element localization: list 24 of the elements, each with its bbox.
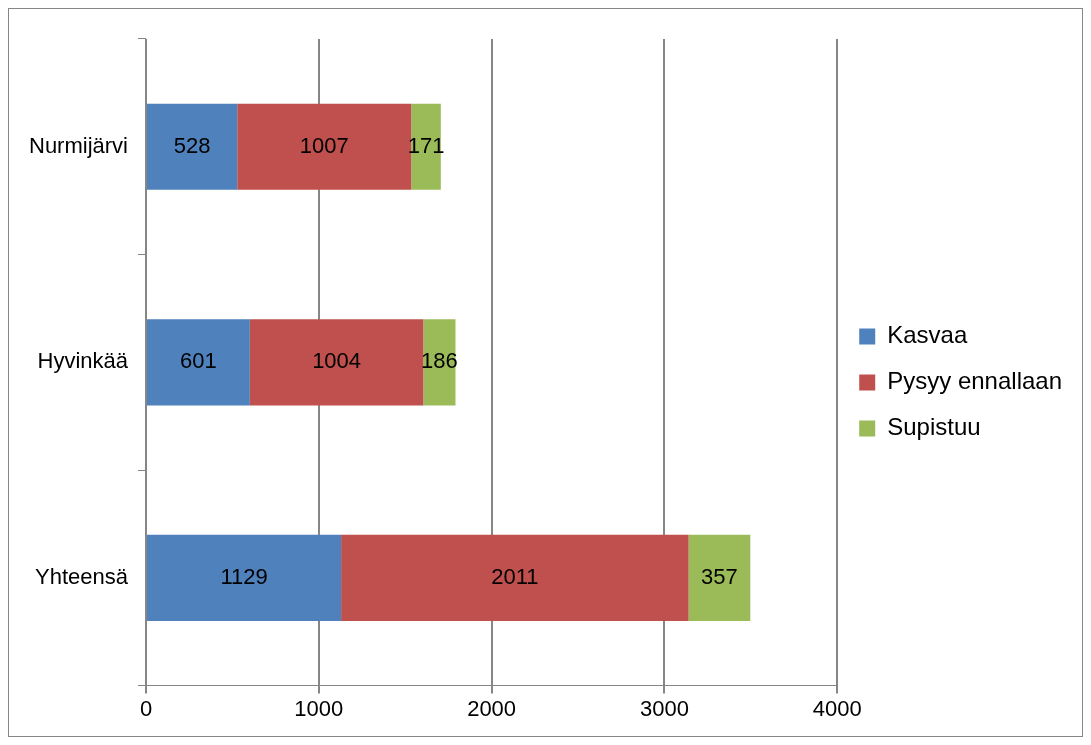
y-tick-label: Nurmijärvi — [29, 132, 128, 158]
data-label: 528 — [173, 132, 211, 158]
bar — [147, 103, 238, 190]
bar — [147, 534, 342, 621]
x-tick-label: 4000 — [812, 695, 862, 721]
legend-label: Kasvaa — [887, 321, 968, 349]
data-label: 1004 — [312, 348, 362, 374]
bar — [249, 319, 424, 406]
legend-label: Pysyy ennallaan — [887, 367, 1063, 395]
legend-label: Supistuu — [887, 413, 981, 441]
data-label: 1129 — [220, 563, 268, 589]
data-label: 2011 — [491, 563, 539, 589]
x-tick-label: 2000 — [467, 695, 517, 721]
x-tick-label: 0 — [139, 695, 153, 721]
x-tick-label: 3000 — [639, 695, 689, 721]
y-tick-label: Yhteensä — [35, 563, 129, 589]
x-tick-label: 1000 — [294, 695, 344, 721]
bar — [147, 319, 250, 406]
data-label: 357 — [701, 563, 738, 589]
data-label: 1007 — [299, 132, 349, 158]
data-label: 601 — [180, 348, 217, 374]
y-tick-label: Hyvinkää — [37, 348, 129, 374]
bar — [341, 534, 689, 621]
bar — [688, 534, 751, 621]
